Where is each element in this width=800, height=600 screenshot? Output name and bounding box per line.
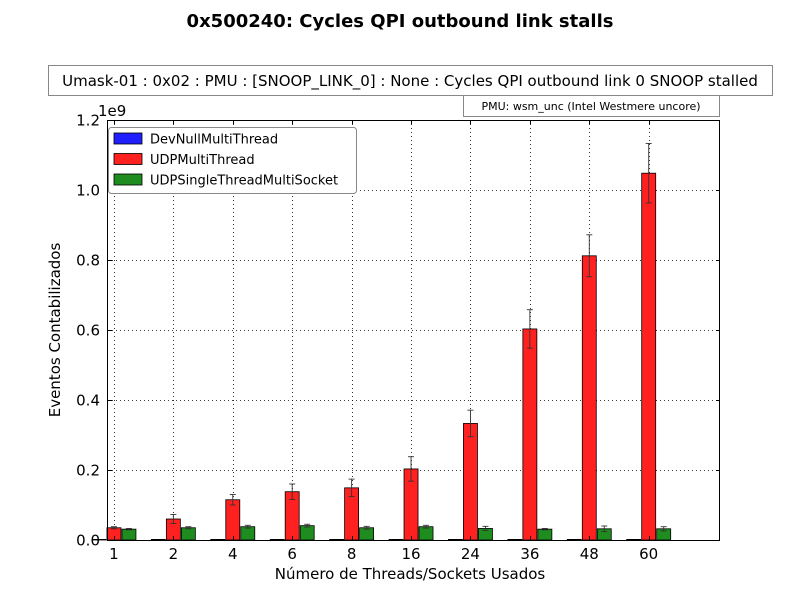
bar-UDPSingleThreadMultiSocket-4 [240, 526, 256, 541]
bar-DevNullMultiThread-6 [269, 539, 285, 541]
pmu-box [463, 95, 720, 117]
bar-UDPMultiThread-36 [522, 328, 538, 541]
bar-DevNullMultiThread-36 [507, 539, 523, 541]
x-tick-label: 48 [580, 545, 599, 563]
bars [91, 142, 672, 541]
bar-UDPSingleThreadMultiSocket-2 [180, 527, 196, 541]
legend-swatch-UDPMultiThread [113, 153, 143, 165]
bar-UDPMultiThread-1 [106, 527, 122, 541]
bar-DevNullMultiThread-16 [388, 539, 404, 541]
legend-label-DevNullMultiThread: DevNullMultiThread [150, 133, 278, 148]
y-tick-label: 0.4 [76, 392, 100, 410]
y-axis-label: Eventos Contabilizados [46, 243, 64, 418]
x-tick-label: 2 [169, 545, 179, 563]
y-tick-label: 0.2 [76, 462, 100, 480]
y-tick-label: 0.0 [76, 532, 100, 550]
x-tick-label: 24 [461, 545, 480, 563]
x-tick-label: 6 [287, 545, 297, 563]
bar-UDPMultiThread-60 [641, 172, 657, 541]
bar-UDPSingleThreadMultiSocket-16 [418, 526, 434, 541]
legend-swatch-UDPSingleThreadMultiSocket [113, 173, 143, 186]
legend: DevNullMultiThread UDPMultiThread UDPSingl… [108, 127, 357, 194]
bar-DevNullMultiThread-60 [626, 539, 642, 541]
bar-DevNullMultiThread-1 [91, 539, 107, 541]
bar-UDPMultiThread-48 [581, 255, 597, 541]
bar-UDPSingleThreadMultiSocket-1 [121, 528, 137, 541]
x-tick-label: 1 [109, 545, 119, 563]
x-tick-label: 4 [228, 545, 238, 563]
bar-DevNullMultiThread-24 [448, 539, 463, 541]
bar-DevNullMultiThread-48 [566, 539, 582, 541]
chart-subtitle: Umask-01 : 0x02 : PMU : [SNOOP_LINK_0] :… [62, 72, 758, 91]
x-tick-label: 16 [401, 545, 420, 563]
bar-UDPMultiThread-4 [225, 499, 241, 541]
x-axis: 1 2 4 6 8 16 24 36 48 60 [109, 120, 658, 563]
bar-UDPSingleThreadMultiSocket-6 [299, 525, 315, 541]
x-tick-label: 8 [347, 545, 357, 563]
legend-box [108, 127, 357, 194]
subtitle-box [48, 65, 773, 96]
y-tick-label: 1.2 [76, 112, 100, 130]
legend-swatch-DevNullMultiThread [113, 132, 143, 145]
y-tick-label: 1.0 [76, 182, 100, 200]
y-scale-label: 1e9 [98, 102, 126, 120]
y-tick-label: 0.6 [76, 322, 100, 340]
bar-UDPMultiThread-24 [463, 423, 478, 541]
pmu-note: PMU: wsm_unc (Intel Westmere uncore) [481, 100, 700, 113]
bar-UDPSingleThreadMultiSocket-36 [537, 528, 553, 541]
bar-DevNullMultiThread-2 [150, 539, 166, 541]
legend-label-UDPMultiThread: UDPMultiThread [150, 153, 255, 168]
chart-title: 0x500240: Cycles QPI outbound link stall… [187, 11, 614, 32]
y-tick-label: 0.8 [76, 252, 100, 270]
bar-DevNullMultiThread-8 [329, 539, 345, 541]
bar-DevNullMultiThread-4 [210, 539, 226, 541]
y-axis: 0.0 0.2 0.4 0.6 0.8 1.0 1.2 [76, 112, 720, 550]
x-axis-label: Número de Threads/Sockets Usados [275, 565, 546, 583]
legend-label-UDPSingleThreadMultiSocket: UDPSingleThreadMultiSocket [150, 174, 338, 189]
x-tick-label: 36 [520, 545, 539, 563]
x-tick-label: 60 [639, 545, 658, 563]
